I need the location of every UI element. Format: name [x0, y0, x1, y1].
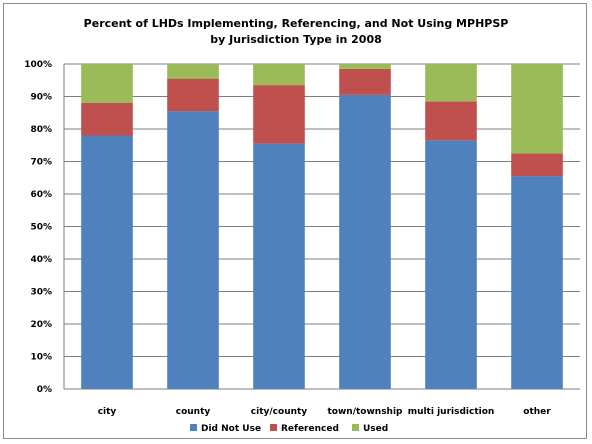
legend-swatch [352, 424, 359, 431]
x-tick-label: county [176, 407, 211, 417]
bar-segment [511, 153, 563, 177]
legend: Did Not Use Referenced Used [190, 424, 388, 434]
chart-title-line-2: by Jurisdiction Type in 2008 [210, 33, 382, 46]
y-tick-label: 60% [30, 190, 52, 200]
y-tick-label: 100% [24, 60, 52, 70]
bar-segment [81, 135, 133, 389]
y-tick-label: 0% [37, 385, 52, 395]
legend-label: Referenced [281, 424, 339, 434]
x-axis-ticks: city county city/county town/township multi … [98, 407, 552, 417]
bar-segment [81, 103, 133, 136]
x-tick-label: other [523, 407, 551, 417]
legend-swatch [190, 424, 197, 431]
legend-label: Did Not Use [201, 424, 261, 434]
x-tick-label: multi jurisdiction [408, 407, 495, 417]
y-tick-label: 40% [30, 255, 52, 265]
bar-segment [339, 68, 391, 95]
bar-segment [511, 176, 563, 389]
legend-swatch [270, 424, 277, 431]
y-tick-label: 70% [30, 158, 52, 168]
stacked-bar-chart: Percent of LHDs Implementing, Referencin… [24, 17, 580, 434]
y-tick-label: 80% [30, 125, 52, 135]
legend-label: Used [363, 424, 388, 434]
bar-segment [339, 64, 391, 69]
x-tick-label: town/township [328, 407, 404, 417]
bar-segment [253, 85, 305, 144]
bar-segment [253, 64, 305, 86]
bar-segment [81, 64, 133, 103]
x-tick-label: city/county [251, 407, 308, 417]
chart-title-line-1: Percent of LHDs Implementing, Referencin… [84, 17, 509, 30]
y-axis-ticks: 0% 10% 20% 30% 40% 50% 60% 70% 80% 90% 100% [24, 60, 52, 395]
y-tick-label: 20% [30, 320, 52, 330]
bar-segment [253, 143, 305, 389]
bar-segment [425, 64, 477, 102]
bar-segment [425, 101, 477, 141]
y-tick-label: 90% [30, 93, 52, 103]
gridlines [63, 63, 580, 390]
y-tick-label: 30% [30, 288, 52, 298]
x-tick-label: city [98, 407, 117, 417]
y-tick-label: 50% [30, 223, 52, 233]
y-tick-label: 10% [30, 353, 52, 363]
bar-segment [339, 94, 391, 389]
bar-segment [167, 78, 219, 112]
bar-segment [167, 111, 219, 389]
bars [81, 64, 563, 389]
bar-segment [167, 64, 219, 79]
bar-segment [511, 64, 563, 154]
chart-frame: Percent of LHDs Implementing, Referencin… [3, 3, 587, 439]
bar-segment [425, 140, 477, 389]
